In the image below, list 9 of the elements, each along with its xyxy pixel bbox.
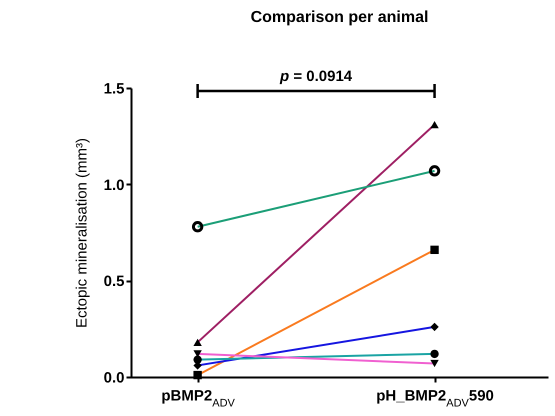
text: p = 0.0914	[279, 68, 353, 85]
x-tick-label: pBMP2$_{ADV}$	[161, 388, 236, 410]
chart-title: Comparison per animal	[250, 9, 428, 26]
y-tick-label: 0.0	[104, 370, 124, 386]
y-tick-label: 0.5	[104, 273, 124, 290]
y-axis-title: Ectopic mineralisation (mm³)	[74, 138, 91, 328]
y-tick-label: 1.5	[104, 80, 124, 98]
y-tick-label: 1.0	[104, 176, 124, 194]
x-tick-label: pH_BMP2$_{ADV}$590	[376, 388, 494, 410]
